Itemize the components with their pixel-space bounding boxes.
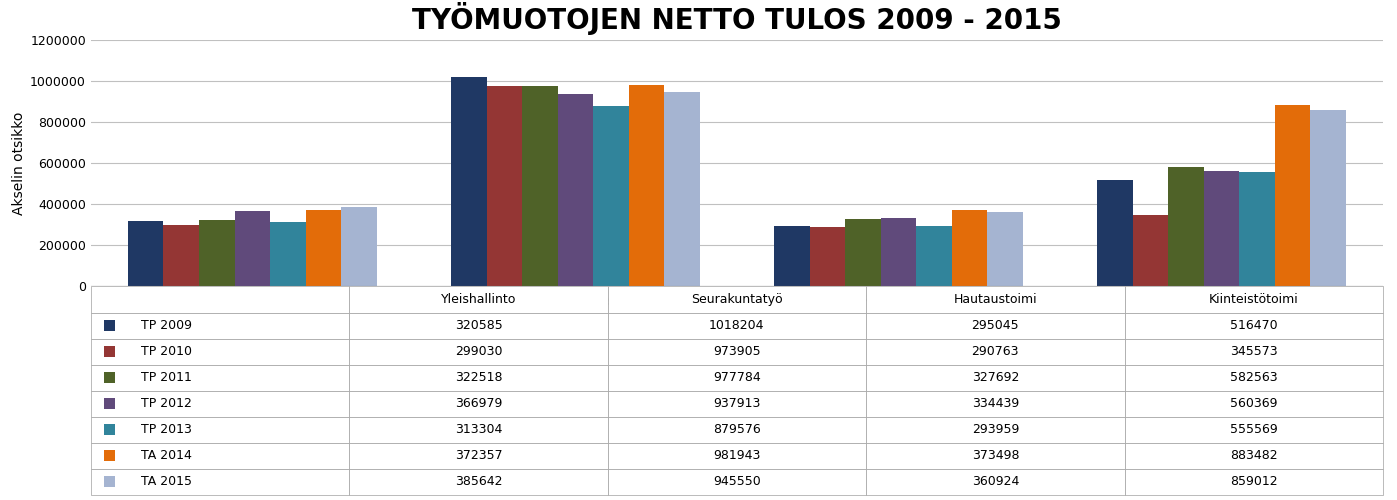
Bar <box>810 226 845 286</box>
Bar <box>163 225 198 286</box>
Bar <box>306 210 341 286</box>
Bar <box>235 211 270 286</box>
Bar <box>880 218 916 286</box>
Bar <box>103 346 115 357</box>
Bar <box>522 86 557 286</box>
Bar <box>664 92 700 286</box>
Bar <box>557 94 594 286</box>
Bar <box>1275 105 1310 286</box>
Bar <box>103 398 115 409</box>
Bar <box>103 424 115 436</box>
Bar <box>103 320 115 331</box>
Bar <box>270 222 306 286</box>
Bar <box>103 372 115 383</box>
Bar <box>629 85 664 286</box>
Bar <box>103 476 115 488</box>
Bar <box>1097 180 1133 286</box>
Bar <box>451 78 486 286</box>
Bar <box>1239 172 1275 286</box>
Bar <box>1310 110 1345 286</box>
Y-axis label: Akselin otsikko: Akselin otsikko <box>13 112 27 215</box>
Bar <box>103 450 115 462</box>
Bar <box>129 220 163 286</box>
Bar <box>1204 172 1239 286</box>
Bar <box>341 208 377 286</box>
Bar <box>951 210 988 286</box>
Bar <box>486 86 522 286</box>
Bar <box>594 106 629 286</box>
Bar <box>1168 167 1204 286</box>
Bar <box>774 226 810 286</box>
Bar <box>988 212 1023 286</box>
Bar <box>845 219 880 286</box>
Title: TYÖMUOTOJEN NETTO TULOS 2009 - 2015: TYÖMUOTOJEN NETTO TULOS 2009 - 2015 <box>412 2 1062 35</box>
Bar <box>1133 216 1168 286</box>
Bar <box>916 226 951 286</box>
Bar <box>198 220 235 286</box>
